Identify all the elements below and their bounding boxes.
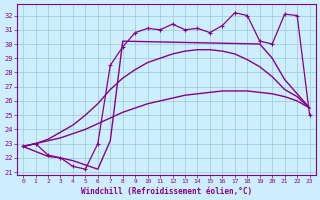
X-axis label: Windchill (Refroidissement éolien,°C): Windchill (Refroidissement éolien,°C) bbox=[81, 187, 252, 196]
